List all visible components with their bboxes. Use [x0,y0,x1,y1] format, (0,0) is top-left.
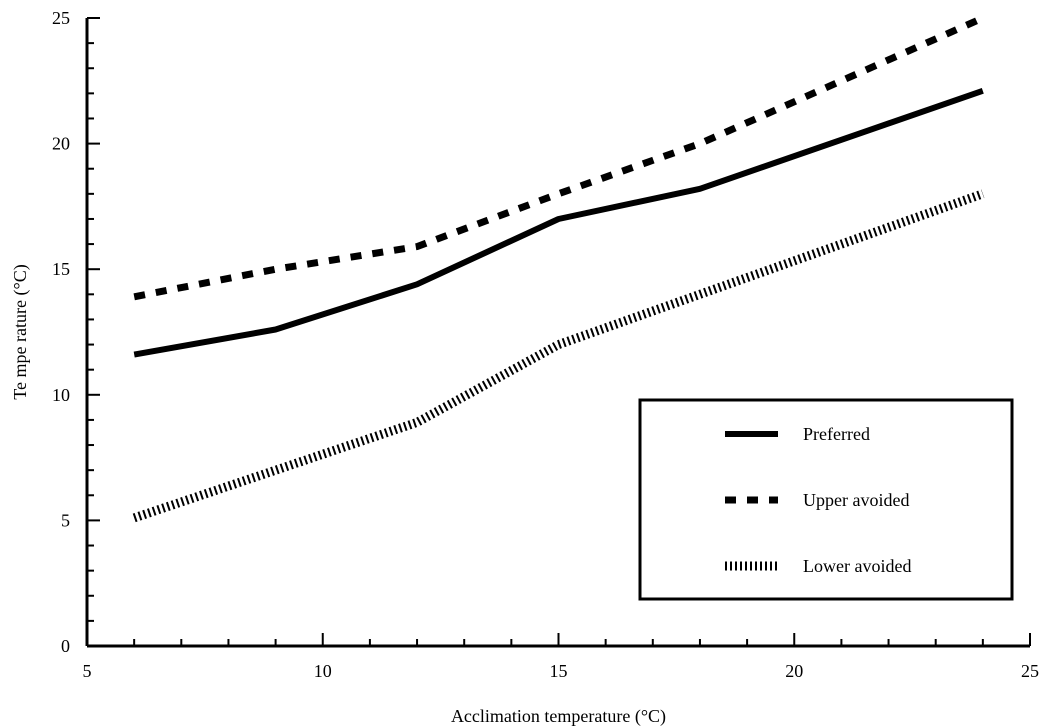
x-axis-title: Acclimation temperature (°C) [451,706,666,727]
x-tick-label: 20 [785,661,803,681]
y-tick-label: 20 [52,134,70,154]
y-tick-label: 15 [52,259,70,279]
series-line-preferred [133,87,984,358]
series-line-upper-avoided [133,14,985,301]
legend: Preferred Upper avoided Lower avoided [638,398,1014,601]
y-tick-label: 0 [61,636,70,656]
x-tick-label: 10 [314,661,332,681]
y-tick-label: 5 [61,510,70,530]
y-tick-label: 10 [52,385,70,405]
x-tick-label: 25 [1021,661,1039,681]
legend-label: Preferred [803,424,870,444]
x-tick-label: 5 [83,661,92,681]
series-line-lower-avoided [132,189,985,523]
legend-label: Lower avoided [803,556,911,576]
series-group [132,14,985,523]
legend-box [638,398,1014,601]
y-tick-label: 25 [52,8,70,28]
legend-items: Preferred Upper avoided Lower avoided [725,424,911,576]
x-tick-label: 15 [550,661,568,681]
y-axis-title: Te mpe rature (°C) [10,264,31,399]
legend-label: Upper avoided [803,490,909,510]
ticks [86,17,1031,647]
